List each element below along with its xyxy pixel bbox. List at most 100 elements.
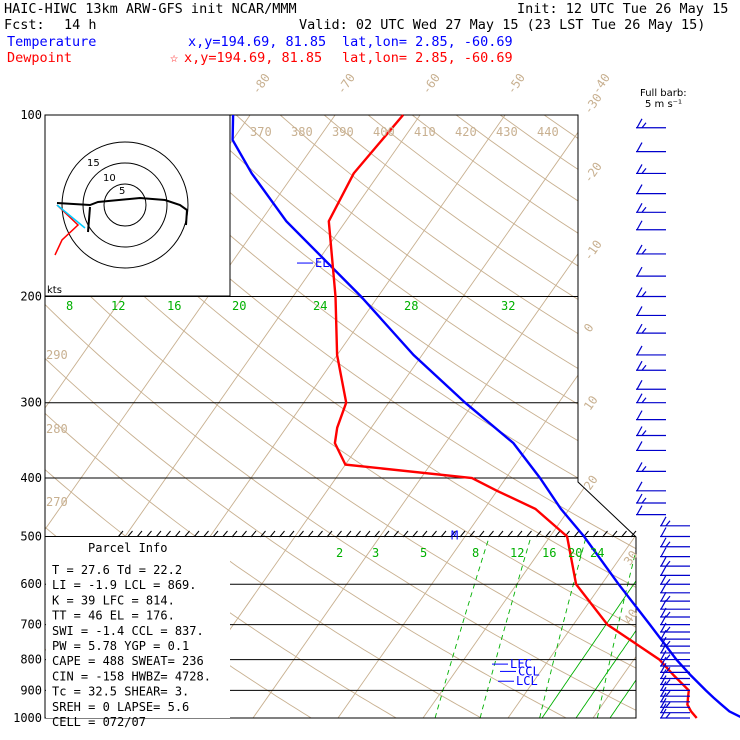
wind-barb-flag — [665, 520, 671, 527]
wind-barb-flag — [665, 679, 671, 685]
parcel-row: CELL = 072/07 — [52, 715, 146, 729]
isotherm-label: 20 — [581, 473, 601, 493]
hash-mark — [421, 530, 428, 538]
dry-adiabat — [45, 115, 636, 718]
dry-adiabat — [45, 115, 482, 718]
isotherm-label: 10 — [581, 393, 601, 413]
wind-barb-flag — [636, 345, 643, 356]
hodograph-ring-label-10: 10 — [103, 173, 116, 184]
wind-barb-flag — [660, 675, 667, 685]
wind-barb-flag — [660, 692, 667, 703]
hodograph-trace-lower — [87, 206, 91, 233]
wind-barb-flag — [636, 493, 643, 504]
hash-mark — [155, 530, 162, 538]
isotherm-label: -10 — [581, 237, 605, 263]
wind-barb-flag — [665, 712, 671, 719]
wind-barb-flag — [636, 393, 643, 403]
valid-time: Valid: 02 UTC Wed 27 May 15 (23 LST Tue … — [299, 17, 705, 33]
pressure-label: 600 — [20, 577, 42, 591]
hash-mark — [136, 530, 143, 538]
isotherm — [45, 115, 336, 718]
wind-barb-flag — [636, 426, 643, 436]
hash-mark — [127, 530, 133, 538]
theta-label: 280 — [46, 422, 68, 436]
hash-mark — [326, 530, 333, 538]
wind-barb-flag — [660, 574, 667, 585]
theta-label: 270 — [46, 495, 68, 509]
dry-adiabat — [45, 115, 636, 718]
hash-mark — [298, 530, 304, 538]
dry-adiabat — [279, 115, 636, 718]
model-title: HAIC-HIWC 13km ARW-GFS init NCAR/MMM — [4, 1, 297, 17]
wind-barb-flag — [636, 203, 643, 213]
wind-barb-flag — [660, 622, 667, 633]
pressure-label: 1000 — [13, 711, 42, 725]
isotherm — [167, 115, 591, 718]
wind-barb-flag — [660, 591, 667, 602]
wind-barb-flag — [636, 184, 643, 194]
wind-barb-flag — [641, 497, 647, 504]
wind-barb-flag — [636, 410, 643, 420]
hodograph-red-segment — [54, 204, 80, 256]
hodograph-ring-label-15: 15 — [87, 158, 100, 169]
wind-barb-flag — [660, 583, 667, 594]
wind-barb-flag — [641, 466, 647, 472]
wind-barb-flag — [660, 636, 667, 647]
theta-label: 420 — [455, 125, 477, 139]
parcel-row: LI = -1.9 LCL = 869. — [52, 578, 197, 592]
isotherm — [507, 115, 636, 718]
hash-mark — [478, 530, 485, 538]
isotherm-label: 40 — [621, 606, 641, 626]
hash-mark — [621, 530, 627, 538]
hash-mark — [450, 530, 456, 538]
mixing-ratio-line — [479, 536, 532, 718]
hodograph: 5 10 15 kts — [47, 141, 189, 296]
dry-adiabat — [676, 115, 740, 718]
hash-mark — [497, 530, 504, 538]
mixing-ratio-line — [718, 537, 740, 719]
wind-barb-flag — [665, 626, 671, 633]
parcel-row: CAPE = 488 SWEAT= 236 — [52, 654, 204, 668]
dry-adiabat — [103, 115, 636, 718]
wind-barb-flag — [660, 599, 667, 610]
mixing-label-lower: 3 — [372, 546, 379, 560]
star-icon: ☆ — [170, 50, 178, 66]
hash-mark — [611, 530, 618, 538]
hash-mark — [554, 530, 561, 538]
wind-barb-flag — [660, 669, 667, 679]
dewpoint-profile — [327, 114, 698, 719]
hash-mark — [592, 530, 599, 538]
wind-barb-flag — [660, 547, 667, 557]
wind-barb-flag — [636, 360, 643, 371]
wind-barb-flag — [665, 541, 671, 548]
mixing-label-lower: 12 — [510, 546, 524, 560]
wind-barb-flag — [665, 701, 671, 708]
mixing-label-upper: 16 — [167, 299, 181, 313]
pressure-label: 300 — [20, 396, 42, 410]
pressure-labels: 100 200 300 400 500 600 700 800 900 1000 — [13, 108, 42, 725]
wind-barb-flag — [641, 430, 647, 436]
wind-barb-flag — [665, 595, 671, 602]
wind-barb-flag — [636, 287, 643, 297]
hash-mark — [488, 530, 494, 538]
wind-barb-flag — [636, 481, 643, 492]
hash-mark — [602, 530, 608, 538]
hash-mark — [193, 530, 200, 538]
isotherm — [678, 115, 740, 718]
hash-mark — [393, 530, 399, 538]
pressure-label: 200 — [20, 290, 42, 304]
dry-adiabat — [59, 115, 636, 718]
barb-legend-units: 5 m s⁻¹ — [645, 99, 682, 110]
isotherm-label: -80 — [249, 71, 273, 97]
pressure-label: 400 — [20, 471, 42, 485]
theta-labels: 270 280 290 370 380 390 400 410 420 430 440 — [46, 125, 559, 509]
theta-label: 290 — [46, 348, 68, 362]
wind-barb-flag — [636, 323, 643, 334]
theta-label: 380 — [291, 125, 313, 139]
dewpoint-latlon: lat,lon= 2.85, -60.69 — [342, 50, 513, 66]
hash-mark — [174, 530, 181, 538]
wind-barb-flag — [636, 118, 643, 129]
wind-barb-flag — [636, 142, 643, 152]
wind-barb-flag — [660, 629, 667, 640]
